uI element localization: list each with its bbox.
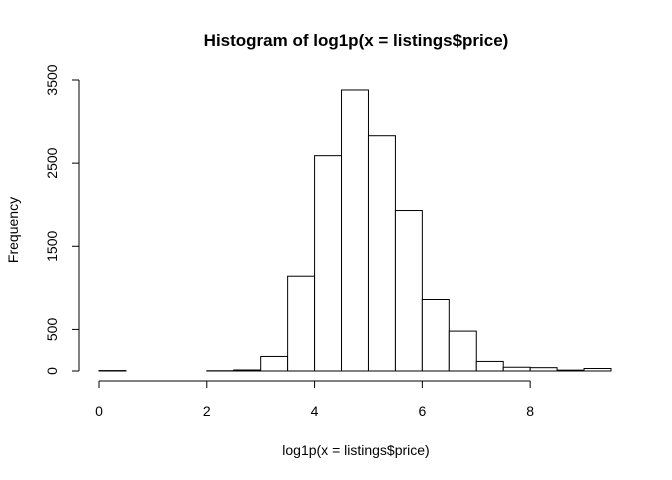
- histogram-bar: [394, 210, 423, 372]
- histogram-bar: [502, 366, 531, 372]
- histogram-bar: [529, 367, 558, 372]
- histogram-bar: [287, 275, 316, 372]
- x-tick-label: 6: [418, 403, 426, 419]
- histogram-bars: [98, 89, 612, 372]
- x-tick-label: 4: [311, 403, 319, 419]
- histogram-bar: [475, 360, 504, 372]
- histogram-bar: [448, 330, 477, 372]
- x-tick-label: 0: [95, 403, 103, 419]
- y-axis-label: Frequency: [5, 197, 21, 263]
- y-tick-label: 2500: [44, 147, 60, 178]
- y-axis: 0 500 1500 2500 3500: [44, 64, 80, 375]
- y-tick-label: 3500: [44, 64, 60, 95]
- x-axis-label: log1p(x = listings$price): [282, 442, 429, 458]
- y-tick-label: 500: [44, 318, 60, 342]
- y-tick-label: 0: [44, 367, 60, 375]
- histogram-bar: [421, 298, 450, 372]
- x-tick-label: 8: [526, 403, 534, 419]
- x-axis: 0 2 4 6 8: [95, 380, 534, 419]
- histogram-bar: [260, 355, 289, 372]
- histogram-bar: [367, 135, 396, 372]
- histogram-bar: [583, 368, 612, 372]
- histogram-bar: [341, 89, 369, 372]
- chart-title: Histogram of log1p(x = listings$price): [204, 31, 509, 50]
- y-tick-label: 1500: [44, 231, 60, 262]
- histogram-bar: [233, 369, 262, 372]
- histogram-bar: [556, 369, 585, 372]
- histogram-bar: [314, 155, 343, 372]
- x-tick-label: 2: [203, 403, 211, 419]
